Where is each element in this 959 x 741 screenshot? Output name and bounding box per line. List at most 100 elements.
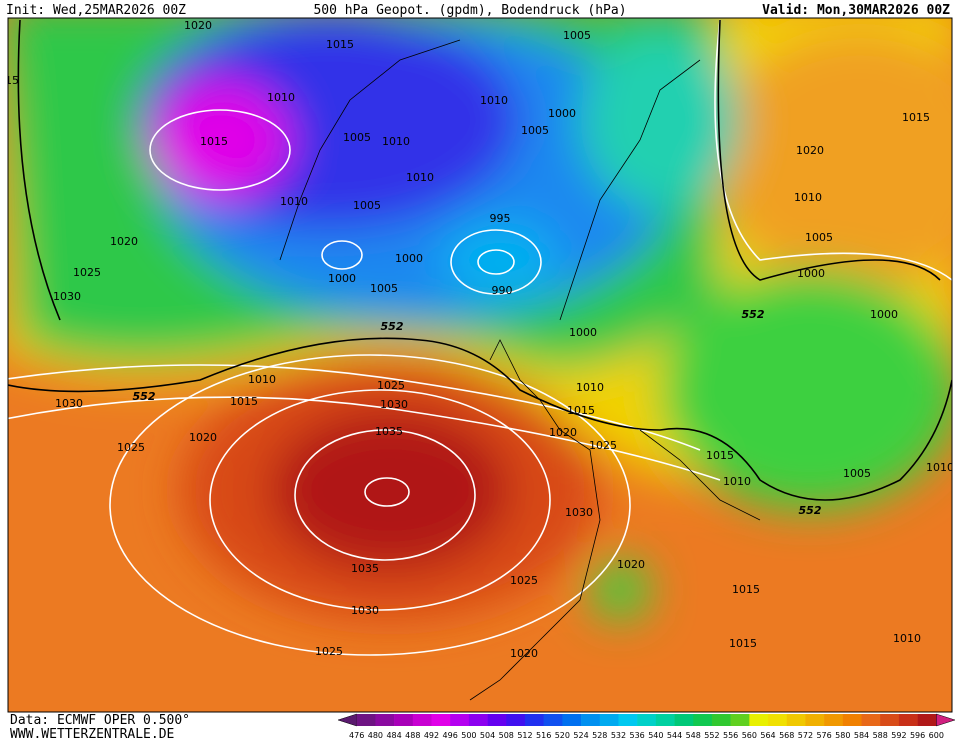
colorbar-cell — [375, 714, 395, 726]
isobar-label: 1025 — [117, 441, 145, 454]
isobar-label: 1020 — [796, 144, 824, 157]
colorbar-label: 496 — [443, 731, 458, 740]
isobar-label: 990 — [492, 284, 513, 297]
isobar-label: 1025 — [73, 266, 101, 279]
isobar-label: 995 — [490, 212, 511, 225]
isobar-label: 1020 — [549, 426, 577, 439]
isobar-label: 1025 — [315, 645, 343, 658]
isobar-label: 1025 — [377, 379, 405, 392]
colorbar-label: 552 — [704, 731, 719, 740]
isobar-label: 1015 — [230, 395, 258, 408]
map: 1020 1015 1005 15 1010 1010 1000 1005 1015 1005 10… — [5, 18, 954, 712]
isobar-label: 1020 — [184, 19, 212, 32]
colorbar-cell — [431, 714, 451, 726]
colorbar-label: 512 — [517, 731, 532, 740]
colorbar-cell — [711, 714, 731, 726]
geopotential-552-east — [717, 19, 941, 281]
colorbar-cell — [450, 714, 470, 726]
isobar-label: 1010 — [480, 94, 508, 107]
isobar-label: 1015 — [729, 637, 757, 650]
colorbar-label: 520 — [555, 731, 570, 740]
colorbar-label: 580 — [835, 731, 850, 740]
colorbar: 476 480 484 488 492 496 500 504 508 512 516 520 524 5… — [337, 713, 956, 740]
colorbar-cell — [637, 714, 657, 726]
colorbar-cell — [655, 714, 675, 726]
colorbar-label: 600 — [929, 731, 944, 740]
colorbar-cell — [581, 714, 601, 726]
coastlines — [279, 39, 761, 701]
isobar-label: 1015 — [567, 404, 595, 417]
isobar-label: 1005 — [805, 231, 833, 244]
colorbar-arrow — [936, 713, 956, 727]
isobar-label: 1020 — [617, 558, 645, 571]
colorbar-cell — [487, 714, 507, 726]
isobar-label: 1010 — [280, 195, 308, 208]
isobar-label: 1025 — [510, 574, 538, 587]
colorbar-cell — [524, 714, 544, 726]
colorbar-label: 540 — [648, 731, 663, 740]
colorbar-cell — [861, 714, 881, 726]
isobar-label: 1020 — [189, 431, 217, 444]
valid-time: Valid: Mon,30MAR2026 00Z — [762, 3, 950, 18]
colorbar-cell — [824, 714, 844, 726]
isobar-label: 1030 — [380, 398, 408, 411]
colorbar-cell — [768, 714, 788, 726]
colorbar-label: 480 — [368, 731, 383, 740]
colorbar-label: 588 — [873, 731, 888, 740]
isobar-label: 15 — [5, 74, 19, 87]
geopotential-label: 552 — [133, 390, 156, 403]
colorbar-label: 556 — [723, 731, 738, 740]
colorbar-cell — [674, 714, 694, 726]
colorbar-label: 504 — [480, 731, 495, 740]
isobar-label: 1010 — [267, 91, 295, 104]
isobar-label: 1030 — [351, 604, 379, 617]
isobar-label: 1000 — [870, 308, 898, 321]
colorbar-label: 576 — [816, 731, 831, 740]
isobar-label: 1005 — [343, 131, 371, 144]
isobar-label: 1015 — [706, 449, 734, 462]
isobar-label: 1010 — [926, 461, 954, 474]
colorbar-cell — [468, 714, 488, 726]
colorbar-label: 548 — [686, 731, 701, 740]
data-source: Data: ECMWF OPER 0.500° — [10, 713, 190, 728]
colorbar-label: 524 — [573, 731, 588, 740]
colorbar-label: 516 — [536, 731, 551, 740]
colorbar-cell — [543, 714, 563, 726]
isobar-label: 1020 — [110, 235, 138, 248]
colorbar-cell — [898, 714, 918, 726]
isobar-label: 1035 — [351, 562, 379, 575]
map-title: 500 hPa Geopot. (gpdm), Bodendruck (hPa) — [313, 3, 626, 18]
colorbar-label: 476 — [349, 731, 364, 740]
colorbar-label: 560 — [742, 731, 757, 740]
isobar-label: 1010 — [248, 373, 276, 386]
isobar-label: 1010 — [406, 171, 434, 184]
colorbar-label: 544 — [667, 731, 682, 740]
isobar-label: 1030 — [55, 397, 83, 410]
isobar-label: 1030 — [53, 290, 81, 303]
geopotential-552 — [8, 337, 952, 501]
colorbar-cell — [842, 714, 862, 726]
isobar-label: 1000 — [797, 267, 825, 280]
colorbar-cell — [749, 714, 769, 726]
colorbar-cell — [506, 714, 526, 726]
colorbar-label: 508 — [499, 731, 514, 740]
colorbar-cell — [599, 714, 619, 726]
colorbar-cell — [693, 714, 713, 726]
geopotential-label: 552 — [742, 308, 765, 321]
isobar-label: 1005 — [353, 199, 381, 212]
colorbar-label: 568 — [779, 731, 794, 740]
isobar-label: 1035 — [375, 425, 403, 438]
colorbar-label: 488 — [405, 731, 420, 740]
isobar-label: 1020 — [510, 647, 538, 660]
colorbar-cell — [786, 714, 806, 726]
website: WWW.WETTERZENTRALE.DE — [10, 727, 174, 741]
colorbar-label: 484 — [386, 731, 401, 740]
colorbar-label: 596 — [910, 731, 925, 740]
colorbar-cell — [880, 714, 900, 726]
colorbar-label: 536 — [630, 731, 645, 740]
isobar-label: 1010 — [723, 475, 751, 488]
isobar-label: 1000 — [328, 272, 356, 285]
colorbar-cell — [394, 714, 414, 726]
isobar-label: 1015 — [902, 111, 930, 124]
